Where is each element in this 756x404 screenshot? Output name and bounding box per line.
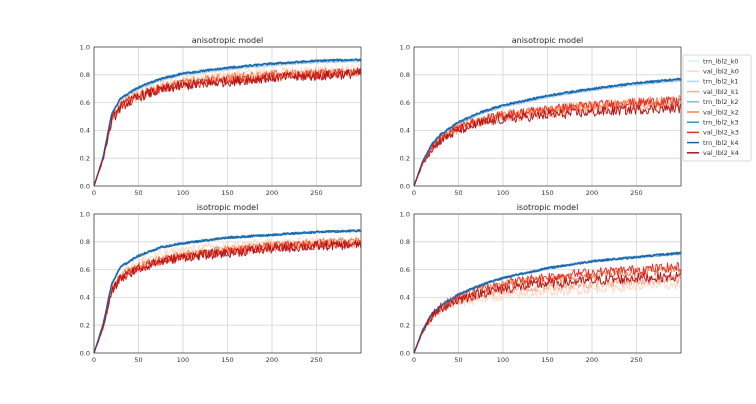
chart-panel-3: 0.0 0.2 0.4 0.6 0.8 1.0 0 50 100 150 200 250 isotrop… xyxy=(400,203,682,364)
legend-label: val_lbl2_k4 xyxy=(703,149,739,157)
series-line-trn_lbl2_k4 xyxy=(413,77,682,187)
x-tick-label: 200 xyxy=(266,189,278,197)
y-tick-label: 0.6 xyxy=(400,99,410,107)
x-tick-label: 250 xyxy=(310,356,322,364)
y-tick-label: 1.0 xyxy=(400,43,410,51)
series-line-trn_lbl2_k4 xyxy=(93,58,362,187)
x-tick-label: 0 xyxy=(412,189,416,197)
x-tick-label: 250 xyxy=(630,189,642,197)
series-line-trn_lbl2_k3 xyxy=(413,251,682,354)
series-line-val_lbl2_k1 xyxy=(413,274,682,354)
y-tick-label: 1.0 xyxy=(80,210,90,218)
x-tick-label: 100 xyxy=(497,189,509,197)
chart-title: anisotropic model xyxy=(512,36,584,45)
x-tick-label: 100 xyxy=(177,356,189,364)
chart-title: anisotropic model xyxy=(192,36,264,45)
series-line-val_lbl2_k3 xyxy=(93,239,362,354)
x-tick-label: 150 xyxy=(541,189,553,197)
y-tick-label: 0.4 xyxy=(400,294,410,302)
series-line-trn_lbl2_k4 xyxy=(413,251,682,354)
y-tick-label: 0.8 xyxy=(400,71,410,79)
y-tick-label: 0.8 xyxy=(400,238,410,246)
x-tick-label: 0 xyxy=(92,189,96,197)
x-tick-label: 200 xyxy=(586,189,598,197)
y-tick-label: 1.0 xyxy=(80,43,90,51)
x-tick-label: 50 xyxy=(454,356,462,364)
legend-label: val_lbl2_k1 xyxy=(703,88,739,96)
y-tick-label: 0.4 xyxy=(400,127,410,135)
y-tick-label: 0.0 xyxy=(80,349,90,357)
x-tick-label: 0 xyxy=(412,356,416,364)
y-tick-label: 0.6 xyxy=(80,99,90,107)
x-tick-label: 200 xyxy=(586,356,598,364)
x-tick-label: 150 xyxy=(541,356,553,364)
chart-panel-0: 0.0 0.2 0.4 0.6 0.8 1.0 0 50 100 150 200 250 anisotr… xyxy=(80,36,362,197)
x-tick-label: 200 xyxy=(266,356,278,364)
legend-box xyxy=(682,54,752,162)
chart-title: isotropic model xyxy=(517,203,579,212)
x-tick-label: 150 xyxy=(221,189,233,197)
x-tick-label: 0 xyxy=(92,356,96,364)
legend-label: trn_lbl2_k1 xyxy=(703,78,739,86)
y-tick-label: 0.8 xyxy=(80,238,90,246)
x-tick-label: 250 xyxy=(310,189,322,197)
x-tick-label: 50 xyxy=(454,189,462,197)
x-tick-label: 250 xyxy=(630,356,642,364)
chart-panel-2: 0.0 0.2 0.4 0.6 0.8 1.0 0 50 100 150 200 250 isotrop… xyxy=(80,203,362,364)
legend-label: trn_lbl2_k4 xyxy=(703,139,739,147)
axes-frame xyxy=(413,213,682,354)
chart-title: isotropic model xyxy=(197,203,259,212)
series-line-trn_lbl2_k1 xyxy=(93,59,362,187)
x-tick-label: 50 xyxy=(134,356,142,364)
legend-label: val_lbl2_k2 xyxy=(703,108,739,116)
x-tick-label: 50 xyxy=(134,189,142,197)
axes-frame xyxy=(413,46,682,187)
axes-frame xyxy=(93,213,362,354)
chart-panel-1: 0.0 0.2 0.4 0.6 0.8 1.0 0 50 100 150 200 250 anisotr… xyxy=(400,36,752,197)
y-tick-label: 0.2 xyxy=(80,322,90,330)
y-tick-label: 0.2 xyxy=(400,155,410,163)
legend-label: val_lbl2_k3 xyxy=(703,129,739,137)
legend-label: trn_lbl2_k2 xyxy=(703,98,739,106)
axes-frame xyxy=(93,46,362,187)
legend-label: val_lbl2_k0 xyxy=(703,68,739,76)
x-tick-label: 100 xyxy=(497,356,509,364)
y-tick-label: 0.0 xyxy=(80,182,90,190)
series-line-val_lbl2_k4 xyxy=(413,271,682,354)
y-tick-label: 0.2 xyxy=(80,155,90,163)
series-line-val_lbl2_k4 xyxy=(413,103,682,187)
y-tick-label: 0.6 xyxy=(400,266,410,274)
series-line-val_lbl2_k4 xyxy=(93,68,362,187)
y-tick-label: 0.0 xyxy=(400,182,410,190)
y-tick-label: 0.4 xyxy=(80,294,90,302)
x-tick-label: 150 xyxy=(221,356,233,364)
y-tick-label: 0.4 xyxy=(80,127,90,135)
legend: trn_lbl2_k0 val_lbl2_k0 trn_lbl2_k1 val_lbl… xyxy=(682,54,752,162)
series-line-trn_lbl2_k4 xyxy=(93,229,362,354)
legend-label: trn_lbl2_k0 xyxy=(703,57,739,65)
y-tick-label: 0.0 xyxy=(400,349,410,357)
y-tick-label: 0.6 xyxy=(80,266,90,274)
y-tick-label: 0.8 xyxy=(80,71,90,79)
y-tick-label: 1.0 xyxy=(400,210,410,218)
x-tick-label: 100 xyxy=(177,189,189,197)
legend-label: trn_lbl2_k3 xyxy=(703,119,739,127)
series-line-val_lbl2_k4 xyxy=(93,240,362,354)
series-line-val_lbl2_k3 xyxy=(413,96,682,187)
y-tick-label: 0.2 xyxy=(400,322,410,330)
